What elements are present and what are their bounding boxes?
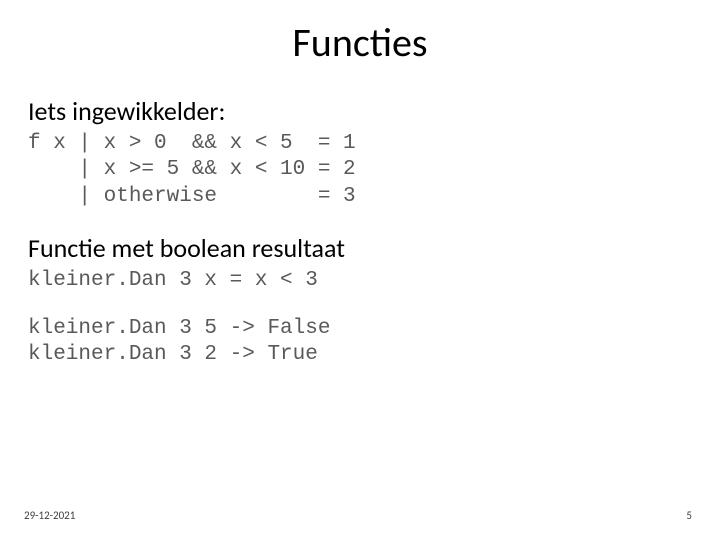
section2-code2: kleiner.Dan 3 5 -> False kleiner.Dan 3 2… <box>28 316 692 369</box>
section1-heading: Iets ingewikkelder: <box>28 95 692 127</box>
section2-heading: Functie met boolean resultaat <box>28 232 692 264</box>
slide: Functies Iets ingewikkelder: f x | x > 0… <box>0 0 720 540</box>
footer-page-number: 5 <box>686 509 692 522</box>
footer-date: 29-12-2021 <box>24 509 75 522</box>
slide-title: Functies <box>0 0 720 89</box>
section2-code1: kleiner.Dan 3 x = x < 3 <box>28 268 692 294</box>
section1-code: f x | x > 0 && x < 5 = 1 | x >= 5 && x <… <box>28 131 692 210</box>
slide-content: Iets ingewikkelder: f x | x > 0 && x < 5… <box>0 95 720 369</box>
